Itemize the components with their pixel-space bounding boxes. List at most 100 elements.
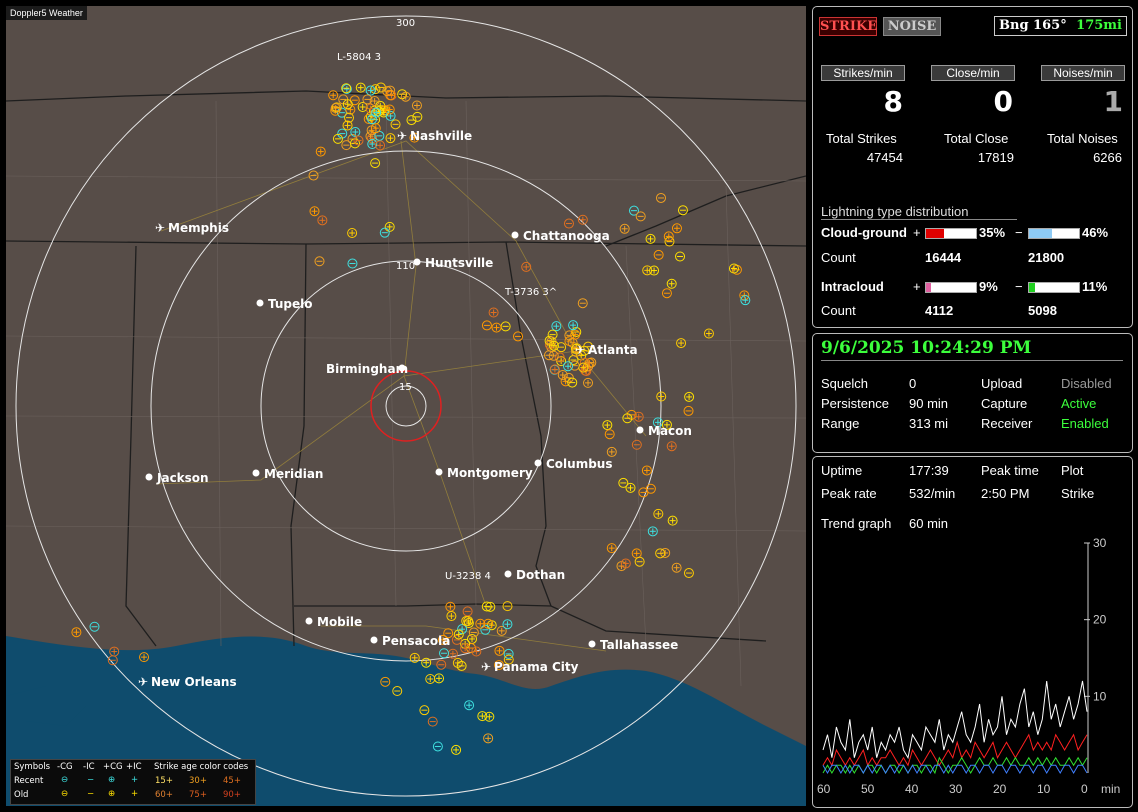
city-label: Jackson: [156, 471, 209, 485]
strike-marker: [563, 361, 574, 372]
range-value[interactable]: 313 mi: [909, 416, 949, 431]
ic-negative-bar: [1028, 282, 1080, 293]
strike-marker: [419, 705, 430, 716]
strike-marker: [563, 218, 574, 229]
city-meridian[interactable]: Meridian: [252, 467, 324, 481]
symbol-legend: Symbols -CG -IC +CG +IC Strike age color…: [10, 759, 256, 805]
strike-marker: [379, 227, 390, 238]
city-macon[interactable]: Macon: [636, 424, 692, 438]
city-label: Columbus: [546, 457, 613, 471]
city-label: Montgomery: [447, 466, 533, 480]
strike-marker: [347, 228, 358, 239]
strike-marker: [625, 482, 636, 493]
city-memphis[interactable]: ✈ Memphis: [155, 221, 229, 235]
strike-marker: [409, 132, 420, 143]
legend-age-60: 60+: [155, 790, 173, 800]
legend-old-pos-ic-icon: +: [131, 789, 139, 799]
legend-symbols-header: Symbols: [14, 762, 51, 772]
city-nashville[interactable]: ✈ Nashville: [397, 129, 472, 143]
receiver-value[interactable]: Enabled: [1061, 416, 1109, 431]
noise-mode-button[interactable]: NOISE: [883, 17, 941, 36]
capture-value[interactable]: Active: [1061, 396, 1097, 411]
strike-marker: [349, 95, 360, 106]
strike-marker: [480, 624, 491, 635]
bearing-readout: Bng 165° 175mi: [994, 16, 1127, 36]
strike-marker: [331, 102, 342, 113]
city-pensacola[interactable]: Pensacola: [370, 634, 451, 648]
strike-marker: [664, 236, 675, 247]
city-chattanooga[interactable]: Chattanooga: [511, 229, 610, 243]
strike-marker: [314, 256, 325, 267]
strike-marker: [432, 741, 443, 752]
close-per-min-button[interactable]: Close/min: [931, 65, 1015, 81]
cg-count-label: Count: [821, 250, 856, 265]
city-label: Meridian: [264, 467, 323, 481]
storm-label-south[interactable]: U-3238 4: [445, 571, 491, 582]
strike-marker: [671, 562, 682, 573]
peak-time-value: 2:50 PM: [981, 486, 1030, 501]
city-new-orleans[interactable]: ✈ New Orleans: [138, 675, 237, 689]
strike-marker: [567, 377, 578, 388]
range-label-inner: 15: [399, 382, 412, 393]
strike-marker: [367, 139, 378, 150]
city-dothan[interactable]: Dothan: [504, 568, 566, 582]
squelch-label: Squelch: [821, 376, 868, 391]
strike-marker: [620, 558, 631, 569]
strike-marker: [684, 391, 695, 402]
legend-old-label: Old: [14, 790, 29, 800]
strike-mode-button[interactable]: STRIKE: [819, 17, 878, 36]
strike-marker: [439, 648, 450, 659]
strike-marker: [656, 391, 667, 402]
squelch-value[interactable]: 0: [909, 376, 917, 391]
map-canvas: ✈ Nashville ✈ Memphis Chattanooga Huntsville T…: [6, 15, 806, 806]
strike-marker: [436, 659, 447, 670]
city-atlanta[interactable]: ✈ Atlanta: [575, 343, 638, 357]
city-panama-city[interactable]: ✈ Panama City: [481, 660, 579, 674]
strike-marker: [481, 320, 492, 331]
city-mobile[interactable]: Mobile: [305, 615, 363, 629]
strike-marker: [71, 627, 82, 638]
strike-marker: [341, 83, 352, 94]
storm-label-atlanta[interactable]: T-3736 3^: [504, 287, 557, 298]
state-borders: [6, 90, 806, 647]
city-dot-icon: [398, 364, 406, 372]
city-tallahassee[interactable]: Tallahassee: [588, 638, 679, 652]
strike-marker: [411, 100, 422, 111]
strike-marker: [462, 606, 473, 617]
trend-graph-value[interactable]: 60 min: [909, 516, 949, 531]
legend-age-45: 45+: [223, 776, 241, 786]
strike-marker: [503, 654, 514, 665]
peak-rate-label: Peak rate: [821, 486, 877, 501]
trend-panel: Uptime 177:39 Peak time Plot Peak rate 5…: [812, 456, 1133, 808]
city-dot-icon: [435, 468, 443, 476]
persistence-value[interactable]: 90 min: [909, 396, 949, 411]
strikes-per-min-button[interactable]: Strikes/min: [821, 65, 905, 81]
city-birmingham[interactable]: Birmingham: [326, 362, 408, 376]
storm-label-north[interactable]: L-5804 3: [337, 52, 381, 63]
cg-negative-bar: [1028, 228, 1080, 239]
strike-marker: [655, 548, 666, 559]
city-dot-icon: [370, 636, 378, 644]
city-dot-icon: [252, 469, 260, 477]
noises-per-min-button[interactable]: Noises/min: [1041, 65, 1125, 81]
x-tick-label: 30: [949, 782, 963, 796]
city-jackson[interactable]: Jackson: [145, 471, 209, 485]
lightning-map[interactable]: ✈ Nashville ✈ Memphis Chattanooga Huntsville T…: [6, 6, 806, 806]
strike-marker: [332, 133, 343, 144]
trend-series-0: [822, 680, 1088, 760]
city-label: Dothan: [516, 568, 565, 582]
strike-marker: [309, 206, 320, 217]
city-tupelo[interactable]: Tupelo: [256, 297, 313, 311]
strike-marker: [564, 330, 575, 341]
city-columbus[interactable]: Columbus: [534, 457, 613, 471]
plot-value[interactable]: Strike: [1061, 486, 1095, 501]
strike-marker: [400, 91, 411, 102]
strike-markers: [71, 82, 751, 755]
city-montgomery[interactable]: Montgomery: [435, 466, 533, 480]
city-label: Atlanta: [588, 343, 638, 357]
upload-value[interactable]: Disabled: [1061, 376, 1112, 391]
strike-marker: [583, 341, 594, 352]
city-huntsville[interactable]: Huntsville: [413, 256, 494, 270]
strike-marker: [370, 158, 381, 169]
city-dot-icon: [256, 299, 264, 307]
